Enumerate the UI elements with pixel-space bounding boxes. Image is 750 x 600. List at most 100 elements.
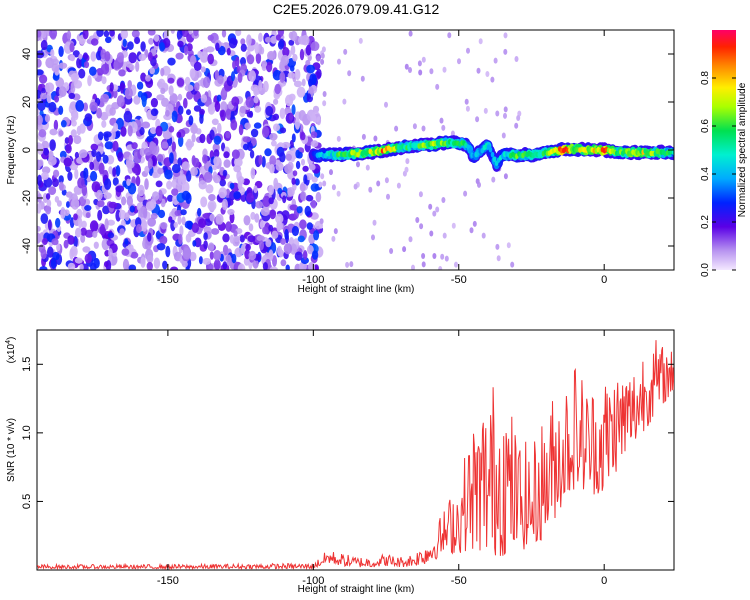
heatmap-faint-cell	[365, 164, 370, 171]
heatmap-noise-cell	[214, 101, 221, 112]
heatmap-noise-cell	[186, 170, 192, 182]
heatmap-noise-cell	[90, 51, 97, 62]
heatmap-noise-cell	[262, 262, 268, 270]
heatmap-noise-cell	[268, 249, 274, 261]
heatmap-x-tick-label: -50	[451, 274, 467, 286]
heatmap-noise-cell	[148, 37, 154, 45]
heatmap-noise-cell	[229, 190, 236, 201]
heatmap-noise-cell	[67, 235, 75, 245]
heatmap-noise-cell	[100, 93, 110, 103]
heatmap-panel: -150 -100 -50 0 -40 -20 0 20 40 Height of strai…	[6, 29, 675, 295]
heatmap-noise-cell	[254, 213, 260, 223]
heatmap-noise-cell	[96, 151, 102, 163]
heatmap-cells	[37, 30, 674, 270]
heatmap-faint-cell	[457, 58, 461, 65]
heatmap-noise-cell	[131, 142, 138, 150]
heatmap-noise-cell	[103, 30, 110, 38]
heatmap-noise-cell	[238, 124, 244, 136]
heatmap-faint-cell	[342, 98, 347, 105]
heatmap-faint-cell	[417, 60, 422, 67]
heatmap-noise-cell	[58, 175, 64, 184]
heatmap-noise-cell	[247, 235, 256, 243]
heatmap-noise-cell	[107, 232, 115, 239]
heatmap-noise-cell	[43, 147, 49, 156]
heatmap-noise-cell	[129, 205, 135, 213]
heatmap-faint-cell	[329, 169, 333, 176]
heatmap-noise-cell	[304, 205, 312, 217]
heatmap-noise-cell	[147, 217, 157, 227]
heatmap-faint-cell	[510, 261, 515, 268]
heatmap-noise-cell	[207, 34, 214, 41]
heatmap-noise-cell	[227, 208, 235, 216]
heatmap-noise-cell	[101, 76, 107, 85]
heatmap-noise-cell	[207, 263, 214, 270]
heatmap-noise-cell	[193, 61, 202, 71]
heatmap-ridge-cell	[488, 146, 493, 153]
heatmap-noise-cell	[115, 185, 125, 193]
heatmap-faint-cell	[466, 47, 470, 54]
heatmap-noise-cell	[242, 136, 252, 143]
heatmap-faint-cell	[371, 234, 375, 241]
figure-title: C2E5.2026.079.09.41.G12	[273, 1, 440, 17]
heatmap-noise-cell	[127, 182, 137, 195]
heatmap-noise-cell	[265, 105, 274, 117]
heatmap-faint-cell	[447, 32, 452, 39]
heatmap-noise-cell	[103, 131, 112, 138]
heatmap-noise-cell	[68, 92, 76, 100]
heatmap-noise-cell	[308, 78, 313, 87]
heatmap-noise-cell	[37, 69, 44, 76]
heatmap-noise-cell	[220, 109, 226, 122]
heatmap-faint-cell	[320, 173, 325, 180]
heatmap-noise-cell	[198, 218, 207, 229]
heatmap-faint-cell	[372, 219, 377, 226]
heatmap-noise-cell	[52, 178, 59, 188]
heatmap-noise-cell	[124, 238, 129, 245]
heatmap-noise-cell	[84, 113, 93, 122]
heatmap-noise-cell	[157, 209, 166, 219]
heatmap-noise-cell	[205, 46, 215, 53]
snr-y-ticks: 0.5 1.0 1.5	[21, 357, 674, 509]
heatmap-noise-cell	[306, 222, 313, 230]
heatmap-noise-cell	[275, 34, 281, 41]
heatmap-noise-cell	[223, 151, 230, 159]
heatmap-noise-cell	[170, 266, 179, 270]
heatmap-noise-cell	[254, 42, 260, 55]
heatmap-noise-cell	[250, 211, 256, 220]
heatmap-noise-cell	[269, 209, 277, 220]
heatmap-noise-cell	[120, 30, 129, 39]
heatmap-noise-cell	[61, 189, 67, 196]
heatmap-noise-cell	[301, 34, 310, 46]
heatmap-faint-cell	[472, 220, 477, 227]
heatmap-noise-cell	[261, 60, 268, 68]
heatmap-noise-cell	[265, 239, 272, 248]
heatmap-noise-cell	[45, 193, 51, 200]
heatmap-noise-cell	[169, 152, 174, 164]
heatmap-noise-cell	[262, 226, 269, 235]
heatmap-faint-cell	[438, 266, 443, 270]
heatmap-faint-cell	[419, 223, 424, 230]
heatmap-noise-cell	[255, 52, 262, 64]
heatmap-noise-cell	[217, 45, 226, 56]
heatmap-noise-cell	[222, 169, 228, 177]
heatmap-faint-cell	[454, 261, 458, 268]
heatmap-noise-cell	[295, 149, 301, 159]
heatmap-noise-cell	[197, 207, 202, 217]
heatmap-noise-cell	[254, 105, 262, 113]
heatmap-faint-cell	[319, 218, 324, 225]
heatmap-noise-cell	[92, 159, 100, 171]
heatmap-noise-cell	[294, 69, 301, 81]
heatmap-noise-cell	[199, 114, 204, 124]
heatmap-noise-cell	[115, 165, 121, 177]
heatmap-noise-cell	[89, 101, 98, 112]
heatmap-noise-cell	[119, 228, 125, 236]
heatmap-noise-cell	[231, 71, 235, 82]
heatmap-noise-cell	[80, 234, 86, 243]
heatmap-x-ticks: -150 -100 -50 0	[157, 30, 607, 286]
heatmap-noise-cell	[137, 184, 145, 197]
heatmap-noise-cell	[67, 262, 76, 270]
heatmap-noise-cell	[158, 189, 163, 202]
heatmap-noise-cell	[208, 242, 215, 251]
heatmap-noise-cell	[39, 266, 48, 270]
heatmap-noise-cell	[191, 133, 196, 143]
heatmap-noise-cell	[135, 61, 140, 72]
